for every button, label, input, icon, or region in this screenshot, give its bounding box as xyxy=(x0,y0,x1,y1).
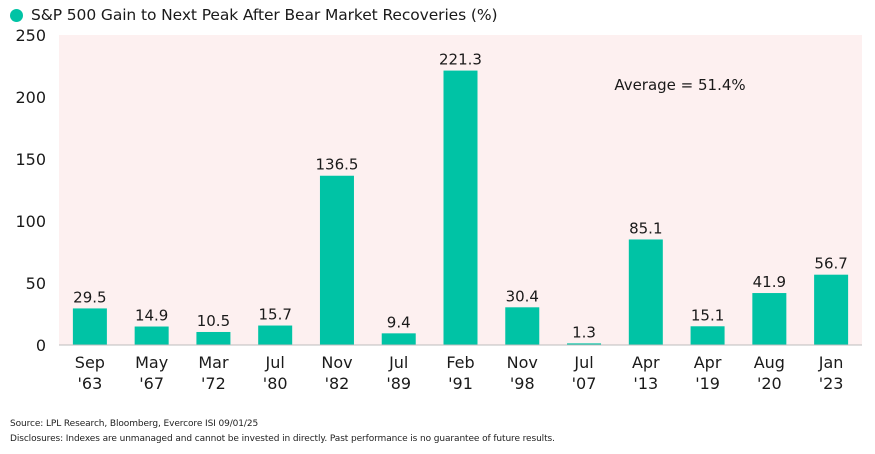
bar xyxy=(319,175,354,345)
bar xyxy=(381,333,416,345)
x-tick-label: Aug xyxy=(754,353,785,372)
bar xyxy=(567,343,602,345)
x-tick-label: '89 xyxy=(386,374,411,393)
x-tick-label: '63 xyxy=(78,374,103,393)
x-tick-label: '98 xyxy=(510,374,535,393)
x-tick-label: Feb xyxy=(446,353,474,372)
bar xyxy=(690,326,725,345)
x-tick-label: Jul xyxy=(573,353,593,372)
x-tick-label: '07 xyxy=(572,374,597,393)
x-tick-label: Apr xyxy=(694,353,722,372)
data-label: 14.9 xyxy=(135,307,168,325)
x-tick-label: '82 xyxy=(325,374,350,393)
average-annotation: Average = 51.4% xyxy=(614,76,745,94)
x-tick-label: Jul xyxy=(265,353,285,372)
data-label: 30.4 xyxy=(506,287,539,305)
x-tick-label: Apr xyxy=(632,353,660,372)
x-tick-label: '91 xyxy=(448,374,473,393)
x-tick-label: Mar xyxy=(198,353,229,372)
x-tick-label: '67 xyxy=(139,374,164,393)
data-label: 1.3 xyxy=(572,323,596,341)
y-tick-label: 200 xyxy=(15,88,46,107)
chart-title: S&P 500 Gain to Next Peak After Bear Mar… xyxy=(31,6,498,24)
x-tick-label: '72 xyxy=(201,374,226,393)
y-tick-label: 0 xyxy=(36,336,46,355)
x-tick-label: '19 xyxy=(695,374,720,393)
legend-swatch xyxy=(10,8,23,22)
bar xyxy=(258,325,293,345)
data-label: 136.5 xyxy=(315,156,358,174)
x-tick-label: '23 xyxy=(819,374,844,393)
disclosures-note: Disclosures: Indexes are unmanaged and c… xyxy=(10,434,555,444)
y-tick-label: 50 xyxy=(26,274,46,293)
bar-chart: 0 50 100 150 200 250 29.5 Sep '63 14.9 May '67 10.5 M… xyxy=(15,26,862,393)
bar xyxy=(752,293,787,345)
x-tick-label: '80 xyxy=(263,374,288,393)
x-tick-label: '20 xyxy=(757,374,782,393)
data-label: 221.3 xyxy=(439,51,482,69)
bar xyxy=(443,70,478,345)
x-tick-label: Sep xyxy=(75,353,105,372)
data-label: 10.5 xyxy=(197,312,230,330)
y-tick-label: 250 xyxy=(15,26,46,45)
chart-legend: S&P 500 Gain to Next Peak After Bear Mar… xyxy=(10,2,498,28)
x-tick-label: Nov xyxy=(321,353,352,372)
bar xyxy=(505,307,540,345)
bar xyxy=(814,274,849,345)
y-tick-label: 100 xyxy=(15,212,46,231)
data-label: 15.1 xyxy=(691,306,724,324)
bar xyxy=(72,308,107,345)
x-tick-label: '13 xyxy=(633,374,658,393)
data-label: 41.9 xyxy=(753,273,786,291)
x-tick-label: Jan xyxy=(818,353,844,372)
x-tick-label: Jul xyxy=(388,353,408,372)
data-label: 85.1 xyxy=(629,219,662,237)
bar xyxy=(628,239,663,345)
bar xyxy=(134,326,169,345)
data-label: 9.4 xyxy=(387,313,411,331)
y-tick-label: 150 xyxy=(15,150,46,169)
x-tick-label: Nov xyxy=(507,353,538,372)
source-note: Source: LPL Research, Bloomberg, Evercor… xyxy=(10,419,259,429)
data-label: 15.7 xyxy=(258,306,291,324)
bar xyxy=(196,331,231,345)
x-tick-label: May xyxy=(135,353,168,372)
data-label: 56.7 xyxy=(814,255,847,273)
data-label: 29.5 xyxy=(73,288,106,306)
